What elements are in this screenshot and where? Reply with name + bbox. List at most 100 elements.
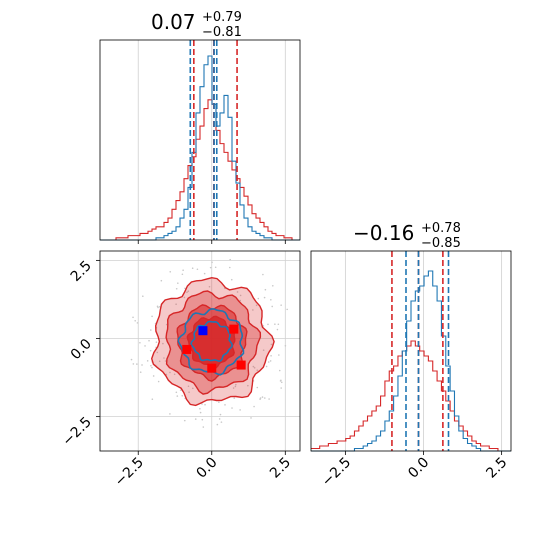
scatter-point	[280, 304, 282, 306]
histogram-param1-panel	[99, 39, 301, 241]
scatter-point	[235, 383, 237, 386]
scatter-point	[194, 418, 197, 420]
scatter-point	[229, 258, 231, 261]
scatter-point	[163, 357, 165, 359]
hist1-red-series	[100, 99, 300, 241]
scatter-point	[182, 269, 184, 271]
scatter-point	[142, 295, 144, 298]
scatter-point	[252, 365, 255, 368]
scatter-point	[160, 279, 163, 282]
param2-minus: −0.85	[421, 236, 461, 251]
scatter-point	[256, 369, 259, 372]
scatter-point	[149, 329, 152, 331]
scatter-point	[201, 403, 203, 405]
scatter-point	[270, 354, 272, 357]
scatter-point	[214, 266, 217, 269]
param2-title: −0.16 +0.78 −0.85	[353, 221, 461, 251]
scatter-point	[201, 418, 204, 421]
red-marker-3	[207, 363, 217, 373]
scatter-point	[199, 411, 202, 414]
hist2-xtick-label-1: 0.0	[405, 455, 432, 482]
scatter-point	[157, 380, 160, 383]
scatter-point	[257, 297, 260, 300]
scatter-point	[218, 401, 220, 404]
scatter-point	[146, 360, 149, 362]
scatter-point	[284, 344, 287, 347]
scatter-point	[187, 290, 190, 292]
scatter-point	[181, 273, 184, 276]
scatter-point	[262, 325, 265, 327]
scatter-xtick-label-2: 2.5	[267, 455, 294, 482]
scatter-point	[144, 345, 146, 347]
scatter-point	[218, 418, 221, 420]
scatter-point	[158, 360, 161, 363]
scatter-point	[175, 391, 178, 394]
scatter-point	[199, 407, 201, 410]
scatter-point	[152, 375, 155, 377]
scatter-point	[250, 417, 252, 419]
param1-title: 0.07 +0.79 −0.81	[151, 10, 242, 40]
scatter-point	[263, 296, 266, 299]
scatter-point	[141, 364, 143, 366]
scatter-point	[239, 409, 241, 411]
hist2-xtick-label-0: −2.5	[319, 455, 354, 490]
scatter-point	[196, 268, 199, 271]
scatter-point	[224, 404, 226, 406]
scatter-point	[156, 351, 159, 354]
scatter-xtick-label-0: −2.5	[112, 455, 147, 490]
scatter-point	[278, 354, 280, 356]
scatter-point	[188, 391, 190, 393]
scatter-point	[239, 299, 242, 302]
scatter-point	[228, 266, 231, 269]
scatter-point	[177, 282, 179, 284]
scatter-point	[269, 360, 272, 362]
scatter-point	[239, 294, 242, 297]
param2-median: −0.16	[353, 221, 414, 245]
scatter-point	[132, 316, 134, 319]
hist2-xtick-label-2: 2.5	[483, 455, 510, 482]
scatter-point	[280, 387, 282, 389]
scatter-point	[280, 379, 282, 382]
scatter-point	[136, 363, 138, 365]
scatter-point	[204, 403, 206, 406]
scatter-point	[151, 366, 153, 369]
scatter-point	[220, 421, 223, 423]
scatter-point	[232, 387, 235, 389]
scatter-point	[270, 298, 272, 301]
scatter-point	[255, 304, 258, 307]
scatter-ytick-label-2: 2.5	[68, 258, 95, 285]
scatter-point	[175, 303, 177, 306]
scatter-point	[155, 341, 158, 343]
scatter-point	[176, 395, 179, 397]
scatter-point	[156, 305, 159, 308]
scatter-point	[173, 373, 176, 376]
hist2-blue-series	[311, 270, 511, 452]
scatter-point	[181, 394, 184, 397]
scatter-ytick-label-0: −2.5	[59, 414, 94, 449]
scatter-point	[208, 285, 211, 288]
hist2-frame	[310, 250, 512, 452]
red-marker-1	[229, 324, 239, 334]
scatter-point	[183, 419, 186, 422]
scatter-point	[148, 339, 150, 342]
scatter-point	[130, 358, 133, 361]
scatter-point	[271, 305, 274, 308]
scatter-point	[186, 291, 188, 294]
red-marker-0	[182, 344, 192, 354]
scatter-point	[164, 360, 167, 362]
scatter-point	[202, 426, 205, 428]
scatter-point	[276, 328, 279, 331]
scatter-point	[139, 371, 142, 373]
scatter-point	[150, 364, 152, 367]
scatter-point	[191, 267, 194, 270]
scatter-point	[136, 322, 139, 324]
histogram-param2-panel	[310, 250, 512, 452]
blue-marker-0	[198, 326, 208, 336]
scatter-point	[286, 308, 288, 311]
param1-plus: +0.79	[202, 10, 242, 25]
blue-contour-0	[177, 307, 245, 376]
scatter-frame	[99, 250, 301, 452]
scatter-point	[139, 341, 141, 344]
scatter-point	[264, 397, 266, 399]
